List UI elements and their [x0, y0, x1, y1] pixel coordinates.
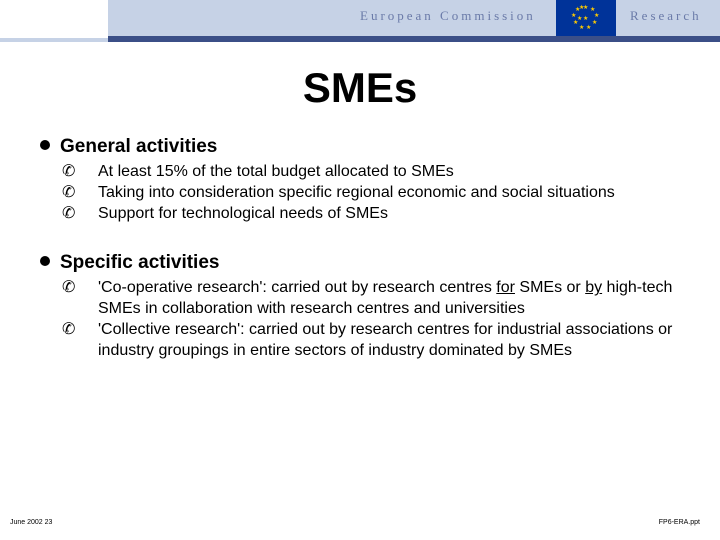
header-dark-bar	[108, 36, 720, 42]
item-text: Taking into consideration specific regio…	[98, 184, 615, 201]
eu-stars-icon: ★★ ★★ ★★ ★★ ★★ ★★	[572, 4, 600, 32]
sub-bullet-icon: ✆	[80, 162, 98, 183]
item-text: 'Collective research': carried out by re…	[98, 321, 672, 359]
slide: { "header": { "ec_label": "European Comm…	[0, 0, 720, 540]
heading-text: General activities	[60, 136, 217, 157]
footer-right: FP6-ERA.ppt	[659, 519, 700, 526]
footer-left: June 2002 23	[10, 519, 52, 526]
list-item: ✆Taking into consideration specific regi…	[80, 183, 690, 204]
list-item: ✆At least 15% of the total budget alloca…	[80, 162, 690, 183]
header: European Commission ★★ ★★ ★★ ★★ ★★ ★★ Re…	[0, 0, 720, 44]
section-heading: General activities	[40, 136, 690, 158]
ec-label: European Commission	[360, 8, 536, 24]
page-title: SMEs	[0, 64, 720, 112]
sub-bullet-icon: ✆	[80, 183, 98, 204]
item-text: At least 15% of the total budget allocat…	[98, 163, 454, 180]
list-item: ✆'Collective research': carried out by r…	[80, 320, 690, 362]
eu-flag: ★★ ★★ ★★ ★★ ★★ ★★	[556, 0, 616, 36]
sub-bullet-icon: ✆	[80, 204, 98, 225]
content: General activities ✆At least 15% of the …	[40, 136, 690, 390]
heading-text: Specific activities	[60, 252, 219, 273]
header-light-bar	[0, 38, 108, 42]
sub-bullet-icon: ✆	[80, 320, 98, 341]
sub-bullet-icon: ✆	[80, 278, 98, 299]
research-label: Research	[630, 8, 702, 24]
list-item: ✆'Co-operative research': carried out by…	[80, 278, 690, 320]
section-heading: Specific activities	[40, 252, 690, 274]
item-text: Support for technological needs of SMEs	[98, 205, 388, 222]
list-item: ✆Support for technological needs of SMEs	[80, 204, 690, 225]
bullet-icon	[40, 256, 50, 266]
section-general: General activities ✆At least 15% of the …	[40, 136, 690, 224]
bullet-icon	[40, 140, 50, 150]
section-specific: Specific activities ✆'Co-operative resea…	[40, 252, 690, 361]
item-text: 'Co-operative research': carried out by …	[98, 279, 672, 317]
